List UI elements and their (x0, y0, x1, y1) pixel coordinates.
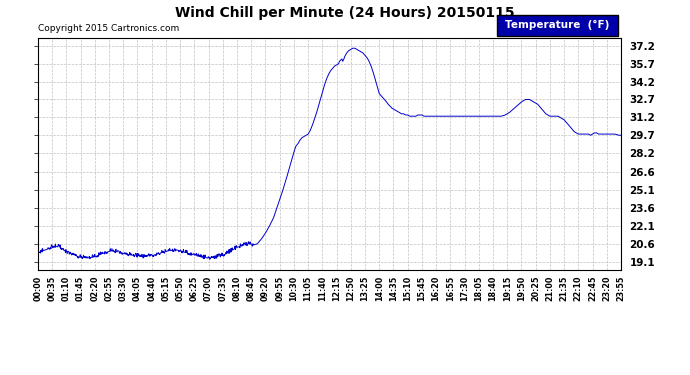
Text: Temperature  (°F): Temperature (°F) (505, 20, 609, 30)
Text: Copyright 2015 Cartronics.com: Copyright 2015 Cartronics.com (38, 24, 179, 33)
Text: Wind Chill per Minute (24 Hours) 20150115: Wind Chill per Minute (24 Hours) 2015011… (175, 6, 515, 20)
